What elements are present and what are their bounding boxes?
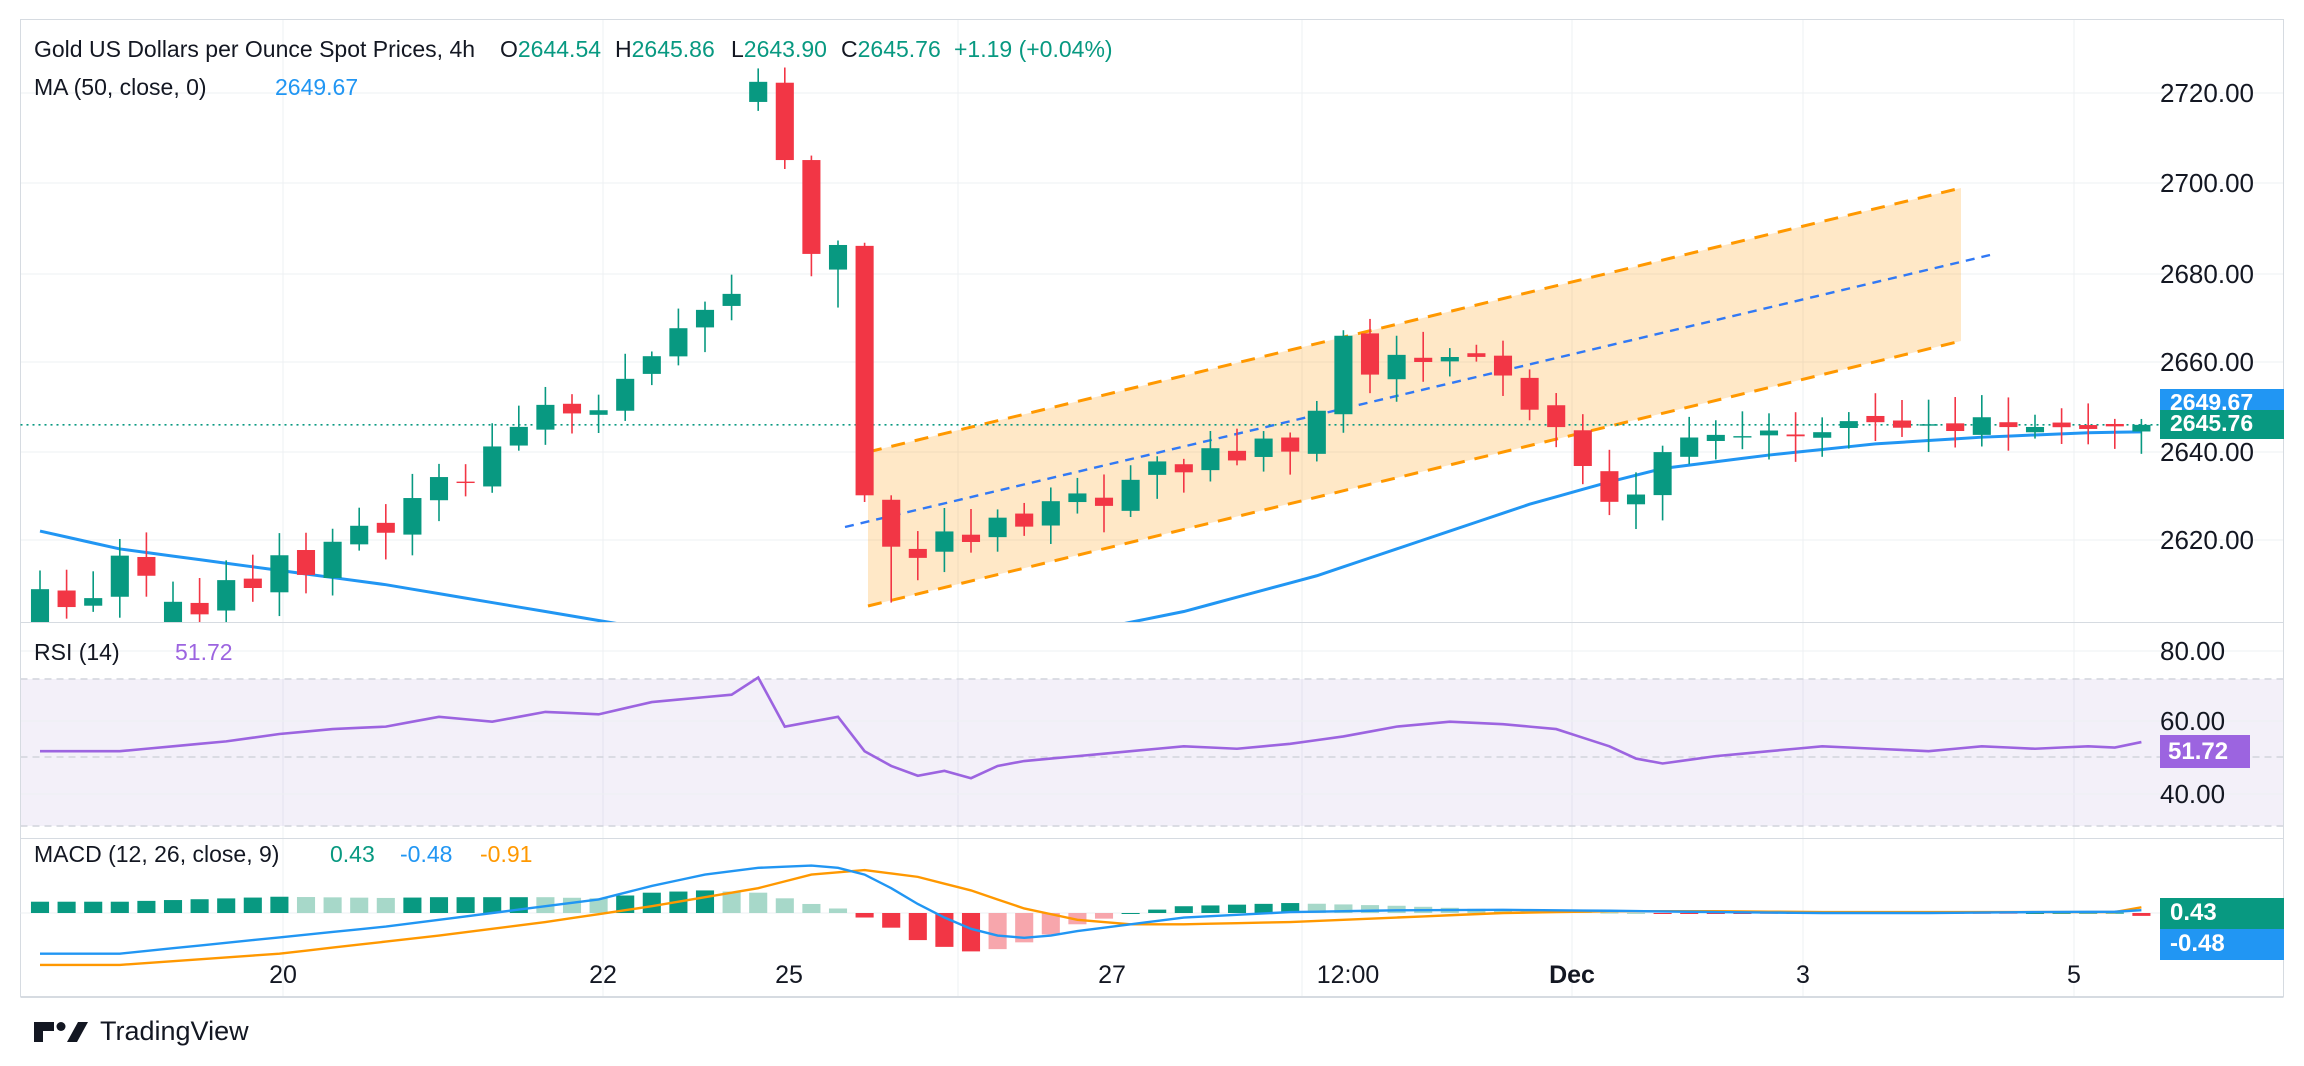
svg-text:-0.48: -0.48 <box>400 841 452 867</box>
svg-text:0.43: 0.43 <box>330 841 375 867</box>
svg-text:5: 5 <box>2067 961 2081 989</box>
svg-text:0.43: 0.43 <box>2170 899 2217 926</box>
svg-text:2700.00: 2700.00 <box>2160 168 2254 198</box>
svg-text:22: 22 <box>589 961 617 989</box>
svg-text:80.00: 80.00 <box>2160 636 2225 666</box>
svg-text:C2645.76: C2645.76 <box>841 36 941 62</box>
svg-text:RSI (14): RSI (14) <box>34 639 120 665</box>
svg-text:+1.19 (+0.04%): +1.19 (+0.04%) <box>954 36 1113 62</box>
svg-text:27: 27 <box>1098 961 1126 989</box>
svg-text:L2643.90: L2643.90 <box>731 36 827 62</box>
svg-text:12:00: 12:00 <box>1317 961 1380 989</box>
svg-text:-0.91: -0.91 <box>480 841 532 867</box>
svg-text:3: 3 <box>1796 961 1810 989</box>
svg-text:Dec: Dec <box>1549 961 1595 989</box>
svg-text:2720.00: 2720.00 <box>2160 78 2254 108</box>
svg-text:51.72: 51.72 <box>2168 738 2228 765</box>
svg-text:2640.00: 2640.00 <box>2160 437 2254 467</box>
svg-text:2680.00: 2680.00 <box>2160 259 2254 289</box>
svg-text:TradingView: TradingView <box>100 1016 249 1046</box>
svg-text:MACD (12, 26, close, 9): MACD (12, 26, close, 9) <box>34 841 279 867</box>
svg-text:H2645.86: H2645.86 <box>615 36 715 62</box>
svg-text:40.00: 40.00 <box>2160 779 2225 809</box>
svg-text:2620.00: 2620.00 <box>2160 525 2254 555</box>
svg-text:Gold US Dollars per Ounce Spot: Gold US Dollars per Ounce Spot Prices, 4… <box>34 36 475 62</box>
svg-text:20: 20 <box>269 961 297 989</box>
svg-text:MA (50, close, 0): MA (50, close, 0) <box>34 74 207 100</box>
svg-text:O2644.54: O2644.54 <box>500 36 601 62</box>
svg-text:2649.67: 2649.67 <box>275 74 358 100</box>
svg-text:25: 25 <box>775 961 803 989</box>
svg-text:60.00: 60.00 <box>2160 706 2225 736</box>
svg-text:51.72: 51.72 <box>175 639 233 665</box>
svg-text:2645.76: 2645.76 <box>2170 410 2253 436</box>
svg-text:-0.48: -0.48 <box>2170 930 2225 957</box>
svg-text:2660.00: 2660.00 <box>2160 347 2254 377</box>
